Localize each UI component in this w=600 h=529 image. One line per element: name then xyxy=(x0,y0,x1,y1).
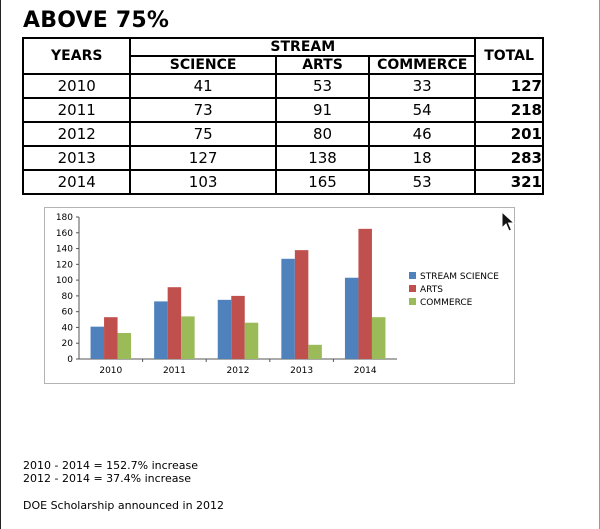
bar xyxy=(231,295,245,359)
years-header: YEARS xyxy=(21,37,132,75)
year-cell: 2012 xyxy=(21,121,132,147)
bar xyxy=(217,299,232,359)
legend-swatch xyxy=(409,272,416,279)
table-row: 2010 41 53 33 127 xyxy=(21,73,544,99)
arts-cell: 138 xyxy=(274,145,371,171)
year-cell: 2014 xyxy=(21,169,132,195)
total-cell: 127 xyxy=(474,73,544,99)
x-tick-label: 2010 xyxy=(99,366,122,376)
bar xyxy=(90,326,105,359)
y-tick-label: 20 xyxy=(62,339,74,349)
bar xyxy=(181,316,195,359)
bar xyxy=(371,317,386,359)
table-row: 2011 73 91 54 218 xyxy=(21,97,544,123)
legend-swatch xyxy=(409,298,416,305)
y-tick-label: 100 xyxy=(56,276,73,286)
science-cell: 103 xyxy=(129,169,277,195)
note-increase-2012-2014: 2012 - 2014 = 37.4% increase xyxy=(23,472,191,485)
legend-label: COMMERCE xyxy=(420,298,473,308)
legend-swatch xyxy=(409,285,416,292)
y-tick-label: 140 xyxy=(56,245,73,255)
note-scholarship: DOE Scholarship announced in 2012 xyxy=(23,499,225,512)
arts-cell: 80 xyxy=(274,121,371,147)
bar xyxy=(117,332,132,359)
notes: 2010 - 2014 = 152.7% increase 2012 - 201… xyxy=(23,459,224,512)
results-table: YEARS STREAM TOTAL SCIENCE ARTS COMMERCE… xyxy=(21,37,544,195)
year-cell: 2010 xyxy=(21,73,132,99)
y-tick-label: 0 xyxy=(67,355,73,365)
x-tick-label: 2014 xyxy=(354,366,377,376)
stream-header: STREAM xyxy=(129,37,477,57)
total-header: TOTAL xyxy=(474,37,544,75)
total-cell: 321 xyxy=(474,169,544,195)
note-increase-2010-2014: 2010 - 2014 = 152.7% increase xyxy=(23,459,198,472)
x-tick-label: 2013 xyxy=(290,366,313,376)
science-cell: 73 xyxy=(129,97,277,123)
mouse-pointer-icon xyxy=(501,211,515,232)
table-row: 2014 103 165 53 321 xyxy=(21,169,544,195)
bar-chart: 0 20 40 60 80 100 120 140 160 180 2010 2011 2012 2013… xyxy=(56,213,499,376)
y-tick-label: 80 xyxy=(62,292,74,302)
x-tick-label: 2011 xyxy=(163,366,186,376)
commerce-cell: 18 xyxy=(368,145,477,171)
science-cell: 41 xyxy=(129,73,277,99)
year-cell: 2013 xyxy=(21,145,132,171)
y-tick-label: 180 xyxy=(56,213,73,223)
total-cell: 201 xyxy=(474,121,544,147)
bar xyxy=(154,301,168,359)
y-tick-label: 160 xyxy=(56,229,73,239)
bar xyxy=(294,250,309,359)
arts-column-header: ARTS xyxy=(274,55,371,75)
legend-label: ARTS xyxy=(420,285,443,295)
science-column-header: SCIENCE xyxy=(129,55,277,75)
y-tick-label: 120 xyxy=(56,260,73,270)
science-cell: 75 xyxy=(129,121,277,147)
y-tick-label: 60 xyxy=(62,308,74,318)
year-cell: 2011 xyxy=(21,97,132,123)
legend-label: STREAM SCIENCE xyxy=(420,272,499,282)
x-tick-label: 2012 xyxy=(227,366,250,376)
commerce-cell: 46 xyxy=(368,121,477,147)
bar xyxy=(244,322,259,359)
arts-cell: 165 xyxy=(274,169,371,195)
arts-cell: 91 xyxy=(274,97,371,123)
commerce-cell: 33 xyxy=(368,73,477,99)
table-row: 2012 75 80 46 201 xyxy=(21,121,544,147)
commerce-cell: 53 xyxy=(368,169,477,195)
bar xyxy=(281,258,295,359)
bar xyxy=(344,277,359,359)
window-left-border xyxy=(0,0,1,529)
commerce-cell: 54 xyxy=(368,97,477,123)
bar xyxy=(104,317,118,359)
y-tick-label: 40 xyxy=(62,323,74,333)
bar xyxy=(358,228,372,359)
page-title: ABOVE 75% xyxy=(23,8,170,33)
arts-cell: 53 xyxy=(274,73,371,99)
table-row: 2013 127 138 18 283 xyxy=(21,145,544,171)
total-cell: 218 xyxy=(474,97,544,123)
total-cell: 283 xyxy=(474,145,544,171)
bar xyxy=(308,344,322,359)
science-cell: 127 xyxy=(129,145,277,171)
chart-frame: 0 20 40 60 80 100 120 140 160 180 2010 2011 2012 2013… xyxy=(44,207,515,384)
commerce-column-header: COMMERCE xyxy=(368,55,477,75)
bar xyxy=(167,287,182,359)
